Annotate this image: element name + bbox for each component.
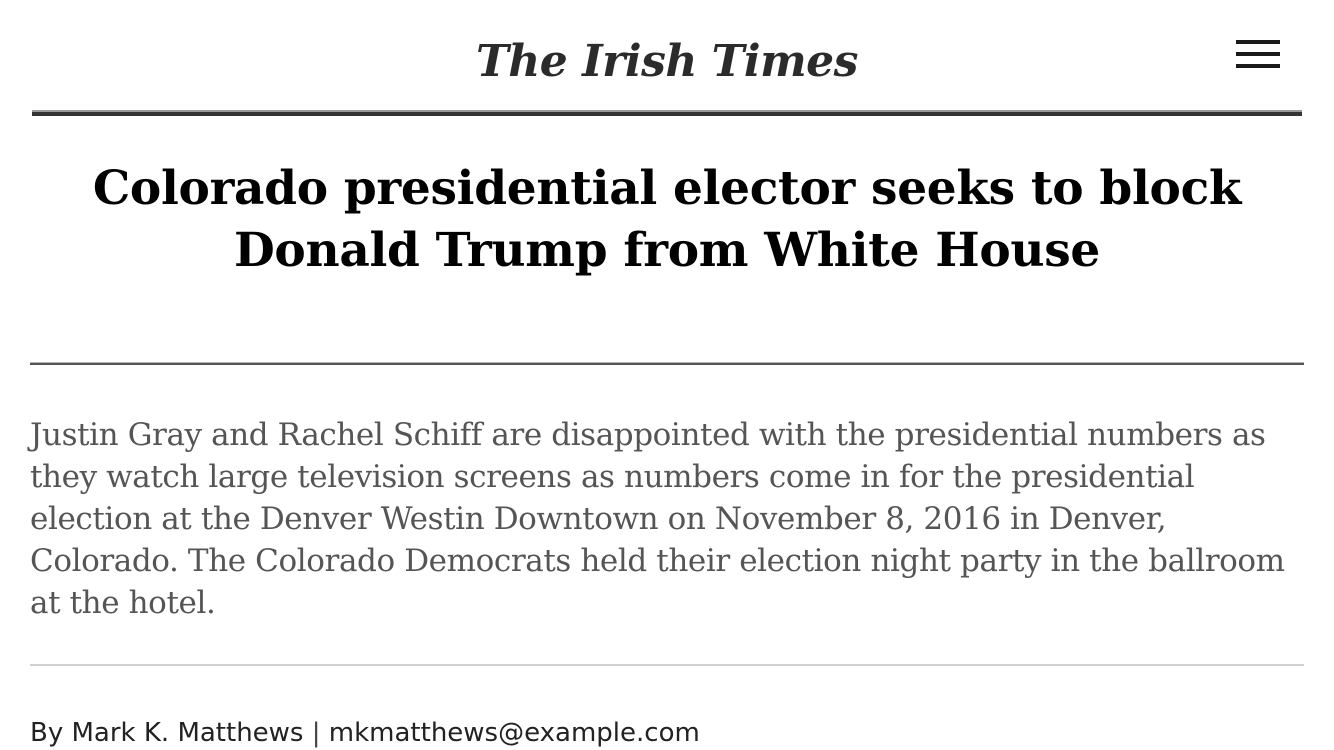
- menu-bar: [1236, 40, 1280, 44]
- article-headline: Colorado presidential elector seeks to b…: [92, 161, 1242, 278]
- menu-bar: [1236, 64, 1280, 68]
- header-divider: [32, 110, 1302, 116]
- headline-divider: [30, 362, 1304, 365]
- masthead-logo[interactable]: The Irish Times: [476, 36, 858, 87]
- caption-divider: [30, 664, 1304, 666]
- menu-bar: [1236, 52, 1280, 56]
- byline-separator: |: [311, 718, 321, 748]
- hamburger-menu-icon[interactable]: [1232, 36, 1284, 76]
- byline-email[interactable]: mkmatthews@example.com: [328, 718, 700, 748]
- image-caption: Justin Gray and Rachel Schiff are disapp…: [30, 417, 1285, 621]
- byline: By Mark K. Matthews | mkmatthews@example…: [30, 716, 1304, 750]
- byline-author[interactable]: By Mark K. Matthews: [30, 718, 304, 748]
